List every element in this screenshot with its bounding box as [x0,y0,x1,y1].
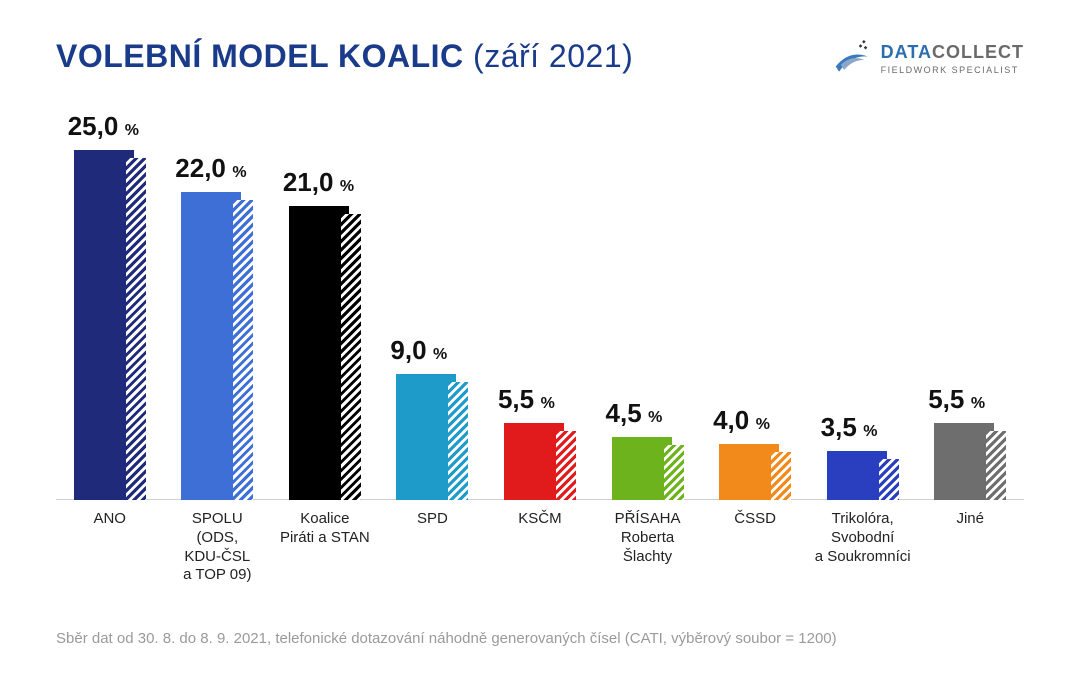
bar-value-number: 22,0 [175,153,226,183]
bar-value-percent: % [751,416,770,433]
logo-brand-1: DATA [881,42,932,62]
bar-slot: 21,0 % [271,150,378,500]
bar-value-number: 4,5 [606,398,642,428]
x-label: ČSSD [701,510,808,585]
bar-pair: 9,0 % [396,374,468,500]
bar-pair: 4,0 % [719,444,791,500]
page-title: VOLEBNÍ MODEL KOALIC (září 2021) [56,38,633,75]
bar-hatch [879,459,899,500]
x-label: KSČM [486,510,593,585]
bar-slot: 4,0 % [701,150,808,500]
bar-slot: 3,5 % [809,150,916,500]
page: VOLEBNÍ MODEL KOALIC (září 2021) DATACOL… [0,0,1080,675]
bar-slot: 22,0 % [164,150,271,500]
bar-value-percent: % [859,423,878,440]
title-sub: (září 2021) [473,38,633,74]
x-label: Jiné [917,510,1024,585]
x-label: SPD [379,510,486,585]
bar-value-label: 4,0 % [713,405,813,436]
bar-pair: 5,5 % [504,423,576,500]
bar-value-percent: % [335,178,354,195]
logo-swoosh-icon [829,38,871,80]
bar-value-label: 5,5 % [928,384,1028,415]
bar [396,374,456,500]
bar-value-percent: % [120,122,139,139]
bar-slot: 4,5 % [594,150,701,500]
bar-value-percent: % [536,395,555,412]
logo-text: DATACOLLECT FIELDWORK SPECIALIST [881,43,1024,75]
x-label: Trikolóra,Svobodnía Soukromníci [809,510,916,585]
header: VOLEBNÍ MODEL KOALIC (září 2021) DATACOL… [56,38,1024,80]
bar-pair: 3,5 % [827,451,899,500]
bar-value-label: 5,5 % [498,384,598,415]
bar-hatch [126,158,146,500]
bar [504,423,564,500]
bar-pair: 5,5 % [934,423,1006,500]
bar-value-number: 3,5 [821,412,857,442]
logo: DATACOLLECT FIELDWORK SPECIALIST [829,38,1024,80]
x-label: SPOLU(ODS,KDU-ČSLa TOP 09) [164,510,271,585]
bar-value-label: 25,0 % [68,111,168,142]
bar-value-percent: % [228,164,247,181]
chart: 25,0 %22,0 %21,0 %9,0 %5,5 %4,5 %4,0 %3,… [56,150,1024,500]
logo-brand-row: DATACOLLECT [881,43,1024,62]
bar-hatch [664,445,684,500]
x-label: PŘÍSAHARobertaŠlachty [594,510,701,585]
bar-value-label: 21,0 % [283,167,383,198]
bar-slot: 5,5 % [486,150,593,500]
bar-value-label: 9,0 % [390,335,490,366]
bar-value-number: 5,5 [928,384,964,414]
x-label: ANO [56,510,163,585]
x-label: KoalicePiráti a STAN [271,510,378,585]
x-axis-labels: ANOSPOLU(ODS,KDU-ČSLa TOP 09)KoalicePirá… [56,510,1024,585]
bar-pair: 22,0 % [181,192,253,500]
bar-slot: 25,0 % [56,150,163,500]
bar-pair: 4,5 % [612,437,684,500]
bar-value-label: 22,0 % [175,153,275,184]
footnote: Sběr dat od 30. 8. do 8. 9. 2021, telefo… [56,630,837,647]
bar-value-label: 4,5 % [606,398,706,429]
bar [827,451,887,500]
bar-value-percent: % [429,346,448,363]
bar [612,437,672,500]
logo-tagline: FIELDWORK SPECIALIST [881,66,1024,75]
bar-value-number: 5,5 [498,384,534,414]
bar [74,150,134,500]
bar-slot: 9,0 % [379,150,486,500]
bar [181,192,241,500]
bar-value-number: 21,0 [283,167,334,197]
bar [289,206,349,500]
bar [934,423,994,500]
bar-hatch [233,200,253,500]
bar-pair: 25,0 % [74,150,146,500]
bar-hatch [556,431,576,500]
bar-hatch [986,431,1006,500]
bar-pair: 21,0 % [289,206,361,500]
bar-hatch [448,382,468,500]
bar-value-number: 9,0 [390,335,426,365]
chart-bars: 25,0 %22,0 %21,0 %9,0 %5,5 %4,5 %4,0 %3,… [56,150,1024,500]
title-main: VOLEBNÍ MODEL KOALIC [56,38,473,74]
bar-value-number: 25,0 [68,111,119,141]
bar-hatch [771,452,791,500]
bar-value-label: 3,5 % [821,412,921,443]
bar [719,444,779,500]
bar-value-percent: % [644,409,663,426]
bar-value-number: 4,0 [713,405,749,435]
bar-value-percent: % [966,395,985,412]
bar-hatch [341,214,361,500]
logo-brand-2: COLLECT [932,42,1024,62]
bar-slot: 5,5 % [917,150,1024,500]
